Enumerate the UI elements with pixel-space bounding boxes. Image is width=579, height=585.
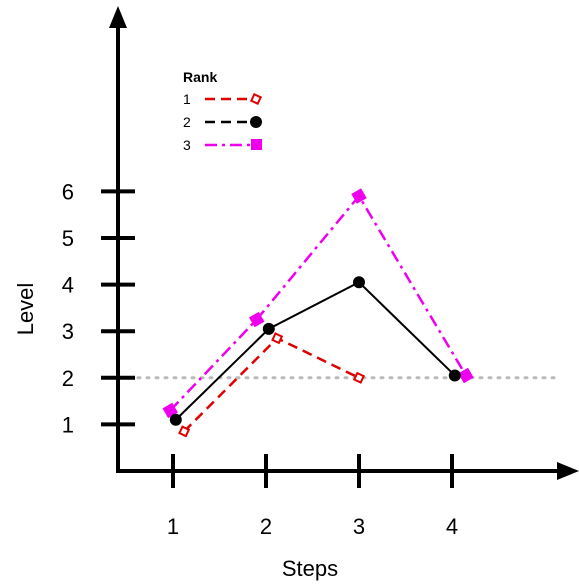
y-tick-label: 1: [62, 412, 74, 437]
x-tick-label: 2: [260, 514, 272, 539]
data-point: [248, 311, 265, 328]
series-layer: [162, 188, 474, 438]
data-point: [352, 371, 366, 384]
series-3: [162, 188, 474, 419]
data-point: [262, 322, 275, 335]
x-tick-label: 4: [446, 514, 458, 539]
data-point: [448, 369, 461, 382]
legend-marker: [250, 116, 262, 128]
x-tick-label: 1: [167, 514, 179, 539]
data-point: [351, 188, 367, 204]
data-point: [178, 425, 191, 438]
series-line: [175, 281, 456, 421]
series-2: [169, 276, 461, 426]
legend-item: 3: [183, 137, 262, 153]
legend-marker: [249, 92, 263, 106]
axes-layer: [109, 6, 579, 480]
y-tick-label: 5: [62, 226, 74, 251]
legend: Rank 1 2 3: [183, 69, 263, 153]
legend-label: 2: [183, 114, 191, 130]
x-axis-title: Steps: [282, 556, 338, 581]
data-point: [169, 413, 182, 426]
y-tick-label: 3: [62, 319, 74, 344]
legend-title: Rank: [183, 69, 217, 85]
data-point: [271, 332, 284, 345]
data-point: [353, 276, 365, 289]
x-tick-label: 3: [353, 514, 365, 539]
y-tick-label: 6: [62, 179, 74, 204]
y-tick-label: 2: [62, 366, 74, 391]
legend-item: 2: [183, 114, 262, 130]
legend-marker: [251, 139, 262, 150]
x-axis-arrow: [557, 462, 579, 480]
data-point: [458, 367, 474, 384]
legend-label: 3: [183, 137, 191, 153]
series-1: [178, 332, 366, 438]
y-axis-arrow: [109, 6, 127, 28]
legend-label: 1: [183, 91, 191, 107]
series-line: [169, 193, 468, 412]
ticks-layer: 1 2 3 4 1 2 3 4 5 6: [62, 179, 458, 539]
legend-item: 1: [183, 91, 263, 107]
y-axis-title: Level: [13, 283, 38, 336]
y-tick-label: 4: [62, 273, 74, 298]
